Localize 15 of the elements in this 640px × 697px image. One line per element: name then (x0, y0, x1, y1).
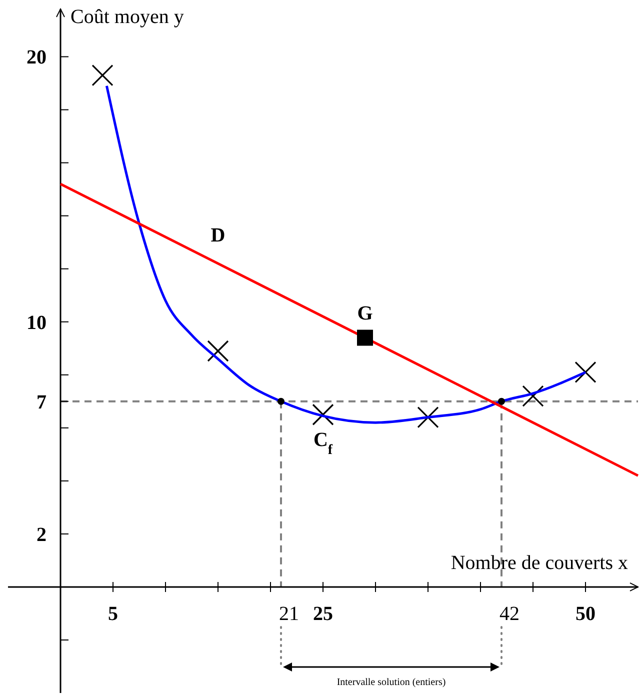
y-tick-label: 20 (26, 46, 46, 69)
y-tick-label: 7 (36, 391, 46, 414)
series-label: C$_{f}$ (313, 428, 333, 458)
y-tick-label: 2 (36, 524, 46, 546)
y-tick-label: 10 (26, 312, 46, 334)
x-axis-title: Nombre de couverts x (450, 552, 628, 574)
annotation: Intervalle solution (entiers) (336, 677, 446, 688)
y-axis-title: Coût moyen y (70, 6, 184, 28)
x-tick-label: 42 (500, 602, 520, 625)
x-tick-label: 25 (313, 602, 333, 625)
x-tick-label: 21 (279, 602, 299, 625)
x-tick-label: 5 (108, 602, 118, 625)
series-label: G (357, 302, 374, 325)
x-tick-label: 50 (576, 602, 596, 625)
series-label: D (210, 224, 226, 247)
